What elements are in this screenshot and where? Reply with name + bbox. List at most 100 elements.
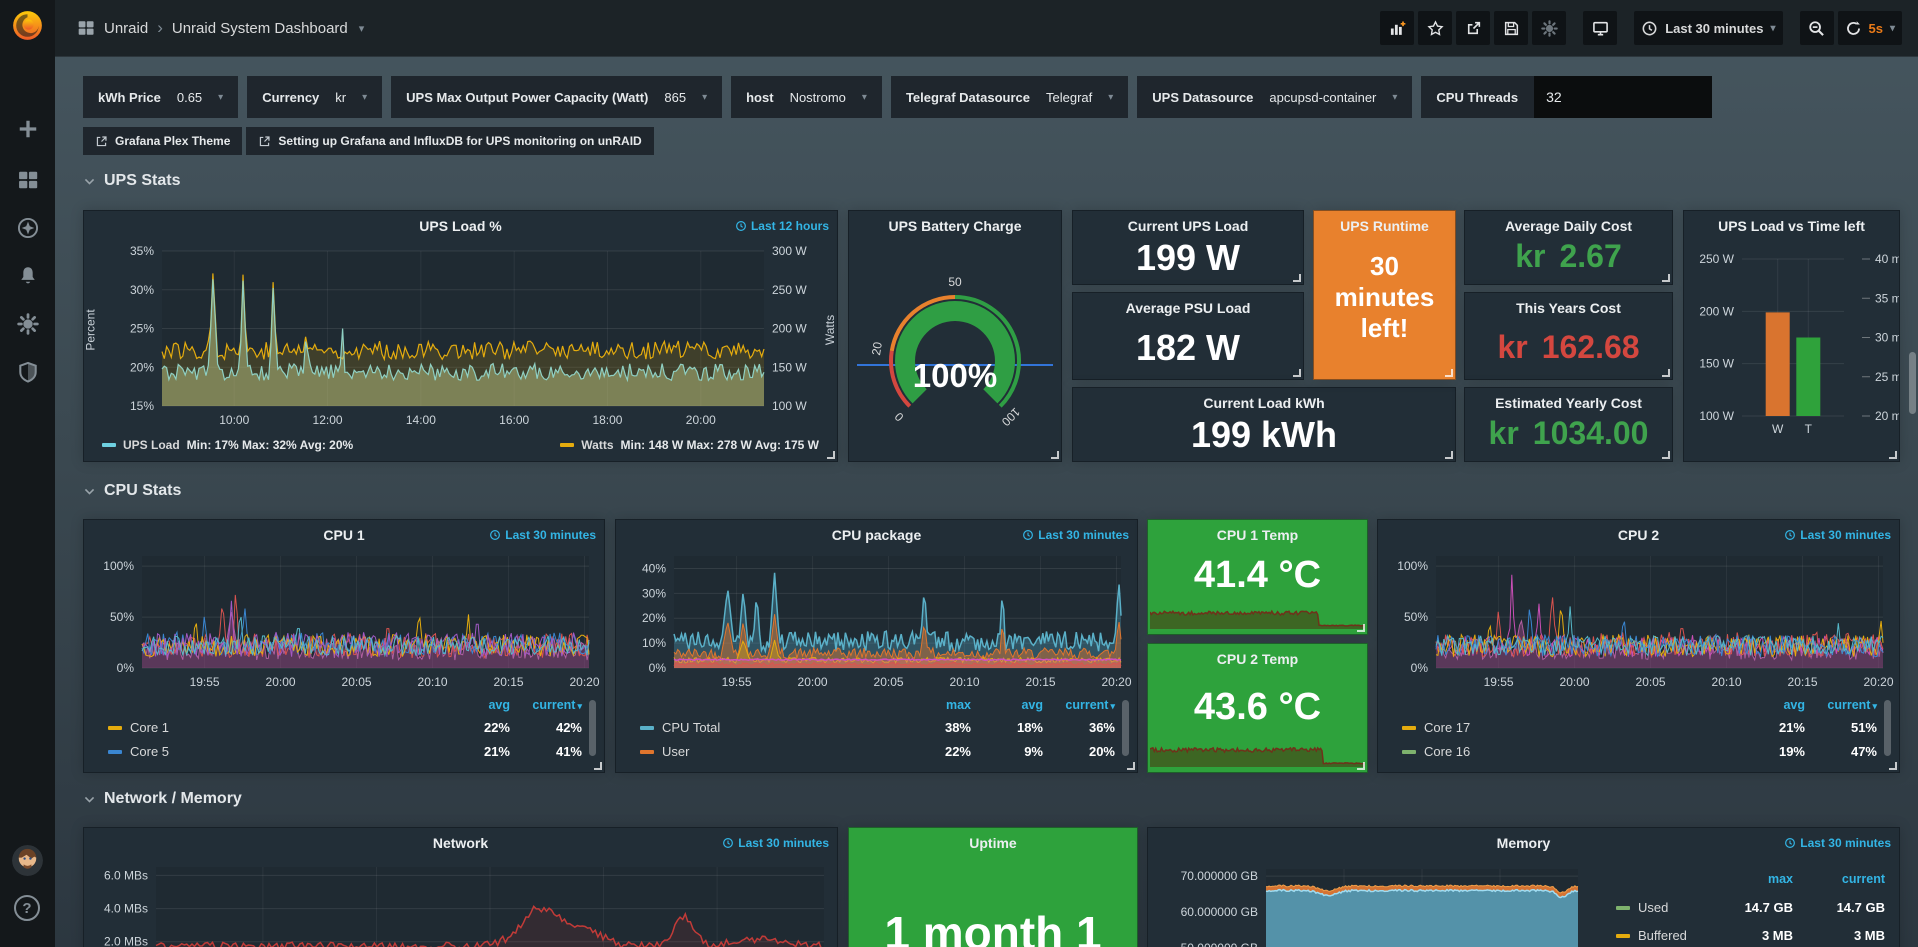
ups-load-chart[interactable]: 15% 100 W 20% 150 W 25% 200 W 30% 250 W 35% 300 W… — [84, 211, 837, 461]
grafana-logo-icon[interactable] — [9, 7, 46, 44]
series-name[interactable]: Core 5 — [130, 744, 170, 759]
svg-text:100: 100 — [999, 405, 1023, 429]
page-scrollbar[interactable] — [1909, 352, 1916, 414]
section-network-memory[interactable]: Network / Memory — [83, 790, 242, 808]
legend-scrollbar[interactable] — [589, 700, 596, 756]
memory-chart[interactable]: 70.000000 GB 60.000000 GB 50.000000 GB — [1148, 828, 1899, 947]
series-name[interactable]: Core 17 — [1424, 720, 1471, 735]
series-name[interactable]: Used — [1638, 900, 1669, 915]
cycle-view-mode-button[interactable] — [1583, 11, 1618, 45]
legend-scrollbar[interactable] — [1122, 700, 1129, 756]
panel-title[interactable]: UPS Load vs Time left — [1718, 218, 1865, 234]
panel-title[interactable]: CPU package — [831, 527, 922, 543]
panel-time-range[interactable]: Last 12 hours — [735, 219, 829, 233]
chevron-down-icon[interactable]: ▾ — [358, 22, 365, 35]
panel-title[interactable]: UPS Load % — [419, 218, 502, 234]
sidebar-item-create[interactable] — [14, 115, 41, 142]
panel-time-range[interactable]: Last 30 minutes — [1784, 836, 1891, 850]
panel-title[interactable]: UPS Battery Charge — [888, 218, 1022, 234]
series-name[interactable]: Core 1 — [130, 720, 170, 735]
star-dashboard-button[interactable] — [1418, 11, 1453, 45]
panel-time-range[interactable]: Last 30 minutes — [1022, 528, 1129, 542]
link-ups-monitoring-guide[interactable]: Setting up Grafana and InfluxDB for UPS … — [246, 127, 654, 155]
series-name[interactable]: Buffered — [1638, 928, 1687, 943]
series-name[interactable]: CPU Total — [662, 720, 721, 735]
panel-title[interactable]: Memory — [1496, 835, 1551, 851]
legend-col-current[interactable]: current ▾ — [1827, 698, 1877, 712]
panel-title[interactable]: This Years Cost — [1516, 300, 1621, 316]
dashboard-settings-button[interactable] — [1532, 11, 1567, 45]
series-name[interactable]: User — [662, 744, 690, 759]
link-grafana-plex-theme[interactable]: Grafana Plex Theme — [83, 127, 243, 155]
save-dashboard-button[interactable] — [1494, 11, 1529, 45]
variable-telegraf-datasource[interactable]: Telegraf Datasource Telegraf ▾ — [890, 76, 1129, 118]
panel-title[interactable]: Average PSU Load — [1125, 300, 1251, 316]
series-name[interactable]: UPS Load — [123, 438, 180, 452]
help-button[interactable]: ? — [14, 895, 40, 921]
variable-ups-datasource[interactable]: UPS Datasource apcupsd-container ▾ — [1137, 76, 1413, 118]
panel-title[interactable]: CPU 2 Temp — [1216, 651, 1299, 667]
svg-text:20:05: 20:05 — [342, 675, 372, 689]
variable-ups-max-output[interactable]: UPS Max Output Power Capacity (Watt) 865… — [391, 76, 723, 118]
panel-title[interactable]: Estimated Yearly Cost — [1495, 395, 1642, 411]
cpu2-chart[interactable]: 0% 50% 100% 19:55 20:00 20:05 20:10 20:15 20:20 — [1378, 520, 1899, 772]
load-vs-time-bar-chart[interactable]: 100 W 150 W 200 W 250 W 20 min 25 min 30 min 35… — [1684, 211, 1899, 461]
legend-col-avg[interactable]: avg — [1021, 698, 1043, 712]
cpu-package-chart[interactable]: 0% 10% 20% 30% 40% 19:55 20:00 20:05 20:10 20:15 2… — [616, 520, 1137, 772]
panel-time-range[interactable]: Last 30 minutes — [722, 836, 829, 850]
share-dashboard-button[interactable] — [1456, 11, 1491, 45]
refresh-picker[interactable]: 5s ▾ — [1837, 11, 1902, 45]
sidebar-item-configuration[interactable] — [14, 310, 41, 337]
legend-col-avg[interactable]: avg — [488, 698, 510, 712]
series-swatch[interactable] — [1402, 725, 1416, 730]
panel-time-range[interactable]: Last 30 minutes — [1784, 528, 1891, 542]
panel-title[interactable]: Average Daily Cost — [1504, 218, 1633, 234]
panel-title[interactable]: CPU 1 — [323, 527, 365, 543]
breadcrumb-page[interactable]: Unraid System Dashboard — [171, 19, 348, 37]
panel-time-range[interactable]: Last 30 minutes — [489, 528, 596, 542]
battery-gauge[interactable]: 0 20 50 100 100% — [849, 211, 1061, 461]
legend-col-current[interactable]: current — [1841, 872, 1885, 886]
series-swatch[interactable] — [1616, 905, 1630, 910]
series-swatch[interactable] — [102, 443, 116, 447]
panel-title[interactable]: CPU 1 Temp — [1216, 527, 1299, 543]
sidebar-item-server-admin[interactable] — [14, 358, 41, 385]
series-swatch[interactable] — [640, 749, 654, 754]
network-chart[interactable]: 6.0 MBs 4.0 MBs 2.0 MBs — [84, 828, 837, 947]
user-avatar[interactable] — [12, 845, 43, 876]
series-swatch[interactable] — [1402, 749, 1416, 754]
cpu-threads-input[interactable]: 32 — [1534, 76, 1713, 118]
panel-title[interactable]: CPU 2 — [1617, 527, 1660, 543]
breadcrumb-app[interactable]: Unraid — [104, 19, 149, 37]
sidebar-item-alerting[interactable] — [14, 262, 41, 289]
legend-col-max[interactable]: max — [1767, 872, 1793, 886]
series-swatch[interactable] — [1616, 933, 1630, 938]
series-swatch[interactable] — [108, 725, 122, 730]
cpu1-chart[interactable]: 0% 50% 100% 19:55 20:00 20:05 20:10 20:15 20:20 — [84, 520, 604, 772]
panel-title[interactable]: Network — [432, 835, 489, 851]
legend-col-current[interactable]: current ▾ — [1065, 698, 1115, 712]
variable-host[interactable]: host Nostromo ▾ — [731, 76, 882, 118]
time-range-picker[interactable]: Last 30 minutes ▾ — [1634, 11, 1783, 45]
panel-title[interactable]: UPS Runtime — [1340, 218, 1429, 234]
sidebar-item-dashboards[interactable] — [14, 166, 41, 193]
legend-col-avg[interactable]: avg — [1783, 698, 1805, 712]
variable-kwh-price[interactable]: kWh Price 0.65 ▾ — [83, 76, 239, 118]
series-swatch[interactable] — [108, 749, 122, 754]
add-panel-button[interactable] — [1380, 11, 1415, 45]
variable-currency[interactable]: Currency kr ▾ — [247, 76, 383, 118]
section-cpu-stats[interactable]: CPU Stats — [83, 482, 181, 500]
legend-col-max[interactable]: max — [945, 698, 971, 712]
series-swatch[interactable] — [560, 443, 575, 447]
legend-col-current[interactable]: current ▾ — [532, 698, 582, 712]
panel-title[interactable]: Current UPS Load — [1127, 218, 1249, 234]
sidebar-item-explore[interactable] — [14, 214, 41, 241]
series-name[interactable]: Core 16 — [1424, 744, 1471, 759]
legend-scrollbar[interactable] — [1884, 700, 1891, 756]
section-ups-stats[interactable]: UPS Stats — [83, 172, 180, 190]
zoom-out-time-button[interactable] — [1799, 11, 1834, 45]
panel-title[interactable]: Current Load kWh — [1203, 395, 1325, 411]
series-name[interactable]: Watts — [581, 438, 614, 452]
panel-title[interactable]: Uptime — [969, 835, 1017, 851]
series-swatch[interactable] — [640, 725, 654, 730]
